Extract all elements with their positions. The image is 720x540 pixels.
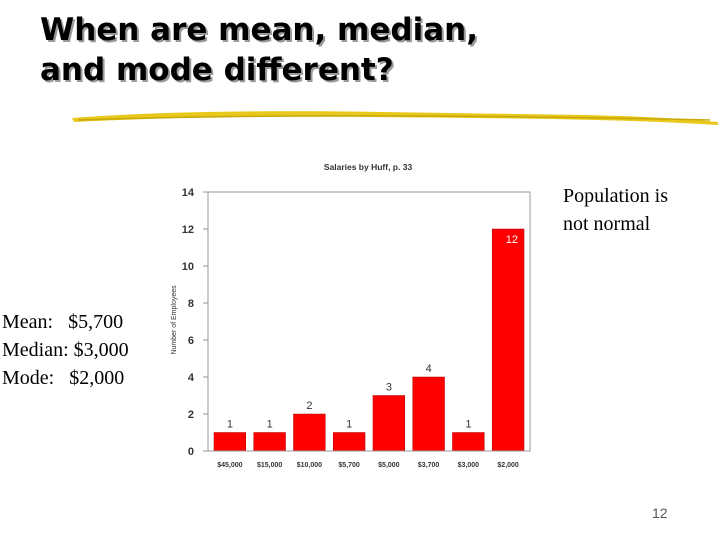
bar-value-label: 3 <box>386 382 392 394</box>
y-tick-label: 4 <box>188 372 195 384</box>
x-tick-label: $45,000 <box>217 462 242 469</box>
bar <box>412 376 445 452</box>
bar-value-label: 1 <box>267 419 273 431</box>
stat-mode-value: $2,000 <box>69 367 125 389</box>
title-line-2: and mode different? <box>40 52 394 88</box>
y-tick-label: 2 <box>188 409 194 421</box>
stat-mean: Mean: $5,700 <box>2 308 129 336</box>
slide-title: When are mean, median, and mode differen… <box>40 10 478 90</box>
note-line-2: not normal <box>563 213 651 235</box>
x-tick-label: $15,000 <box>257 462 282 469</box>
note-line-1: Population is <box>563 185 669 207</box>
bar-value-label: 4 <box>426 363 432 375</box>
x-tick-label: $3,700 <box>418 462 440 469</box>
bar <box>213 432 247 452</box>
x-tick-label: $5,000 <box>378 462 400 469</box>
x-tick-label: $3,000 <box>458 462 480 469</box>
stat-median: Median: $3,000 <box>2 336 129 364</box>
x-tick-label: $5,700 <box>338 462 360 469</box>
y-tick-label: 12 <box>182 224 194 236</box>
summary-statistics: Mean: $5,700 Median: $3,000 Mode: $2,000 <box>2 308 129 392</box>
x-tick-label: $2,000 <box>497 462 519 469</box>
title-line-1: When are mean, median, <box>40 12 478 48</box>
x-tick-label: $10,000 <box>297 462 322 469</box>
distribution-note: Population is not normal <box>563 182 668 238</box>
bar <box>372 395 406 452</box>
x-axis-ticks: $45,000 $15,000 $10,000 $5,700 $5,000 $3,700 $… <box>217 462 519 469</box>
bar-value-label: 1 <box>227 419 233 431</box>
stat-mean-value: $5,700 <box>68 311 124 333</box>
stat-median-label: Median: <box>2 339 74 361</box>
bar <box>452 432 485 452</box>
y-tick-label: 14 <box>182 187 195 199</box>
chart-y-axis-label: Number of Employees <box>171 285 178 355</box>
y-tick-label: 0 <box>188 446 194 458</box>
y-tick-label: 6 <box>188 335 194 347</box>
bar-value-label: 1 <box>346 419 352 431</box>
bar-value-label: 1 <box>465 419 471 431</box>
underline-stroke-thin <box>77 115 711 121</box>
bar-value-label: 12 <box>506 234 518 246</box>
stat-mean-label: Mean: <box>2 311 69 333</box>
bar <box>253 432 286 452</box>
bar-value-label: 2 <box>306 400 312 412</box>
y-tick-label: 8 <box>188 298 194 310</box>
title-underline-brushstroke <box>72 111 718 125</box>
underline-stroke-main <box>72 111 718 125</box>
bar <box>332 432 366 452</box>
bar <box>491 228 525 452</box>
chart-title: Salaries by Huff, p. 33 <box>324 162 413 172</box>
stat-mode: Mode: $2,000 <box>2 364 129 392</box>
stat-median-value: $3,000 <box>73 339 129 361</box>
bar <box>293 413 326 452</box>
page-number: 12 <box>652 505 668 521</box>
salary-bar-chart: Salaries by Huff, p. 33 Number of Employ… <box>171 162 531 469</box>
stat-mode-label: Mode: <box>2 367 70 389</box>
plot-frame <box>207 191 531 452</box>
y-tick-label: 10 <box>182 261 194 273</box>
y-axis-ticks: 0 2 4 6 8 10 12 14 <box>182 187 208 458</box>
